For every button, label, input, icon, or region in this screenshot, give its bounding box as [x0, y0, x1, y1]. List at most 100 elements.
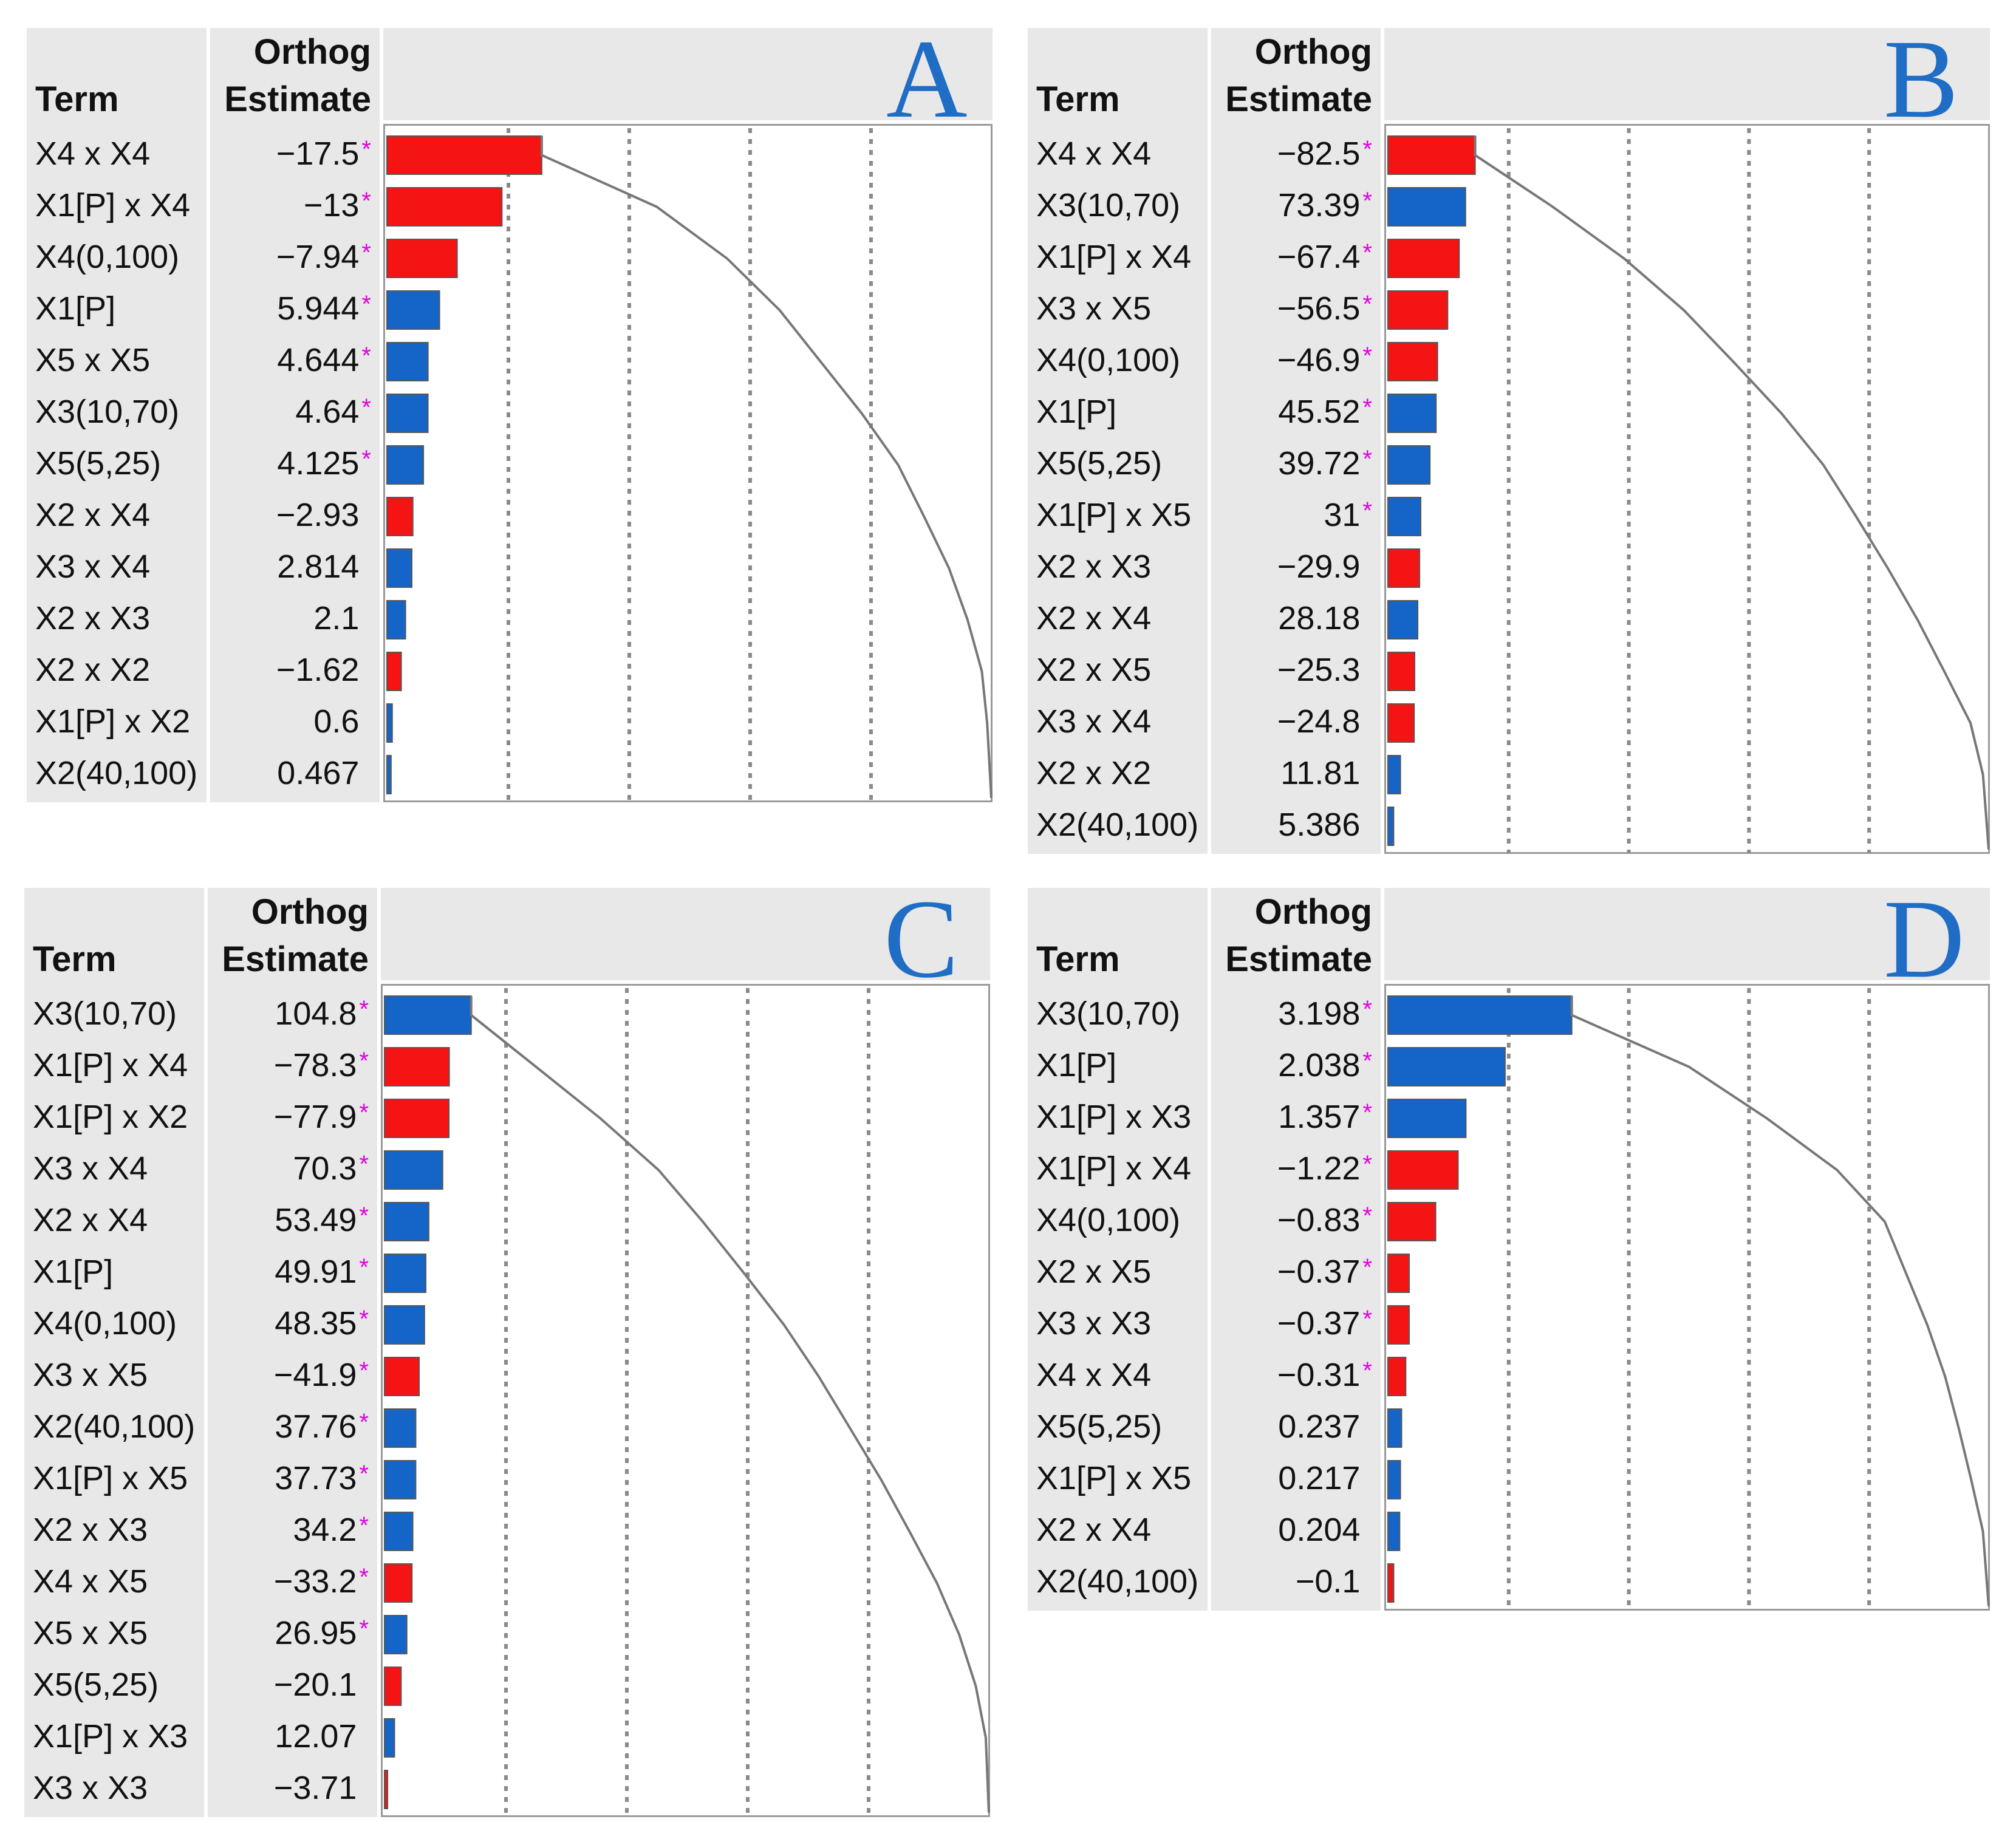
- estimate-number: −0.31: [1277, 1356, 1361, 1393]
- bar-9: [1387, 548, 1421, 588]
- estimate-number: −25.3: [1277, 651, 1361, 688]
- bar-3: [384, 1099, 450, 1138]
- column-header-orthog: Orthog: [1254, 892, 1372, 932]
- estimate-number: 2.038: [1278, 1046, 1361, 1083]
- estimate-number: −0.1: [1295, 1563, 1361, 1600]
- column-header-orthog: Orthog: [1254, 32, 1372, 72]
- column-header-estimate: Estimate: [222, 940, 369, 979]
- bar-15: [384, 1718, 395, 1758]
- bar-8: [1387, 497, 1421, 536]
- estimate-value: 0.217*: [1211, 1462, 1372, 1495]
- estimate-number: 4.125: [277, 445, 360, 482]
- estimate-number: −41.9: [273, 1356, 357, 1393]
- estimate-value: −0.37 *: [1211, 1307, 1372, 1340]
- term-label: X4 x X5: [33, 1563, 148, 1600]
- estimate-number: 4.64: [295, 393, 360, 430]
- bar-6: [386, 394, 429, 433]
- significance-star: *: [361, 290, 371, 318]
- significance-star: *: [1362, 1305, 1372, 1332]
- bar-13: [1387, 755, 1401, 794]
- pareto-plot: [384, 988, 990, 1816]
- term-label: X2 x X3: [33, 1511, 148, 1548]
- estimate-value: −20.1*: [208, 1668, 369, 1701]
- term-label: X5(5,25): [1036, 445, 1163, 482]
- plot-header: [383, 28, 993, 120]
- estimate-number: 5.944: [277, 290, 360, 327]
- chart-panel-d: Term Orthog Estimate D X3(10,70) 3.198 * X1[P] 2…: [1028, 883, 1990, 1611]
- estimate-number: −0.83: [1277, 1201, 1361, 1238]
- significance-star: *: [1362, 342, 1372, 369]
- estimate-value: −0.1*: [1211, 1565, 1372, 1598]
- estimate-number: 0.467: [277, 754, 360, 791]
- significance-star: *: [1362, 995, 1372, 1023]
- column-header-estimate: Estimate: [1225, 940, 1372, 979]
- estimate-number: 3.198: [1278, 995, 1361, 1032]
- significance-star: *: [1362, 445, 1372, 472]
- significance-star: *: [1362, 187, 1372, 214]
- bar-2: [386, 187, 503, 227]
- column-header-orthog: Orthog: [251, 892, 369, 932]
- chart-panel-b: Term Orthog Estimate B X4 x X4 −82.5 * X3(10,70…: [1028, 23, 1990, 854]
- panel-letter: B: [1884, 17, 1959, 142]
- estimate-number: 34.2: [293, 1511, 357, 1548]
- bar-2: [1387, 187, 1466, 227]
- estimate-value: 45.52 *: [1211, 395, 1372, 428]
- significance-star: *: [1362, 1202, 1372, 1229]
- estimate-number: 4.644: [277, 341, 360, 378]
- estimate-number: −56.5: [1277, 290, 1361, 327]
- term-label: X1[P] x X4: [1036, 1150, 1192, 1187]
- estimate-value: 2.1*: [210, 602, 371, 635]
- estimate-number: 0.6: [313, 703, 360, 740]
- pareto-plot: [386, 128, 993, 802]
- estimate-value: −0.83 *: [1211, 1204, 1372, 1237]
- estimate-number: 2.1: [313, 599, 360, 636]
- estimate-value: −78.3 *: [208, 1049, 369, 1082]
- significance-star: *: [359, 1408, 369, 1436]
- estimate-column-bg: [1211, 28, 1381, 854]
- term-label: X5 x X5: [35, 341, 151, 378]
- estimate-value: −17.5 *: [210, 137, 371, 170]
- estimate-column-bg: [210, 28, 380, 802]
- estimate-number: −1.62: [276, 651, 360, 688]
- estimate-number: 0.217: [1278, 1459, 1361, 1496]
- column-header-term: Term: [33, 940, 117, 979]
- column-header-estimate: Estimate: [224, 80, 371, 119]
- plot-area: [383, 124, 993, 802]
- significance-star: *: [359, 1202, 369, 1229]
- estimate-value: −2.93*: [210, 499, 371, 531]
- cumulative-curve: [540, 136, 993, 798]
- column-header-term: Term: [35, 80, 119, 119]
- term-label: X1[P]: [33, 1253, 114, 1290]
- bar-10: [1387, 1460, 1401, 1499]
- estimate-value: 11.81*: [1211, 757, 1372, 790]
- bar-9: [1387, 1408, 1403, 1448]
- significance-star: *: [359, 1254, 369, 1281]
- bar-14: [1387, 807, 1395, 846]
- plot-header: [1384, 28, 1990, 120]
- estimate-value: 5.386*: [1211, 808, 1372, 841]
- significance-star: *: [1362, 1254, 1372, 1281]
- significance-star: *: [361, 445, 371, 472]
- term-label: X4(0,100): [35, 238, 180, 275]
- term-label: X2 x X5: [1036, 1253, 1152, 1290]
- estimate-number: 53.49: [275, 1201, 357, 1238]
- bar-5: [1387, 342, 1438, 381]
- term-label: X1[P] x X2: [35, 703, 191, 740]
- term-label: X3(10,70): [1036, 186, 1181, 223]
- term-label: X1[P]: [35, 290, 116, 327]
- estimate-value: 3.198 *: [1211, 997, 1372, 1030]
- significance-star: *: [359, 1099, 369, 1126]
- term-label: X3 x X4: [33, 1150, 148, 1187]
- term-column-bg: [1028, 28, 1208, 854]
- estimate-value: 4.64 *: [210, 395, 371, 428]
- term-label: X2 x X3: [35, 599, 151, 636]
- term-label: X4 x X4: [1036, 135, 1152, 172]
- estimate-number: 104.8: [275, 995, 357, 1032]
- estimate-number: 31: [1324, 496, 1361, 533]
- term-label: X3(10,70): [33, 995, 177, 1032]
- term-label: X1[P] x X5: [1036, 496, 1192, 533]
- estimate-number: 0.237: [1278, 1408, 1361, 1445]
- significance-star: *: [359, 1150, 369, 1178]
- term-column-bg: [27, 28, 207, 802]
- term-label: X1[P]: [1036, 1046, 1117, 1083]
